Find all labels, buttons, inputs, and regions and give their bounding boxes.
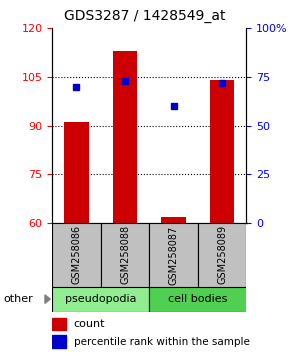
Bar xyxy=(113,51,137,223)
Bar xyxy=(149,287,246,312)
Bar xyxy=(52,223,101,287)
Text: GSM258088: GSM258088 xyxy=(120,225,130,285)
Text: percentile rank within the sample: percentile rank within the sample xyxy=(74,337,249,347)
Text: cell bodies: cell bodies xyxy=(168,294,228,304)
Text: GSM258086: GSM258086 xyxy=(72,225,81,285)
Text: GDS3287 / 1428549_at: GDS3287 / 1428549_at xyxy=(64,9,226,23)
Bar xyxy=(52,287,149,312)
Text: GSM258089: GSM258089 xyxy=(217,225,227,285)
Bar xyxy=(198,223,246,287)
Text: pseudopodia: pseudopodia xyxy=(65,294,137,304)
Bar xyxy=(210,80,234,223)
Text: count: count xyxy=(74,319,105,329)
Bar xyxy=(149,223,198,287)
Text: GSM258087: GSM258087 xyxy=(169,225,179,285)
Bar xyxy=(101,223,149,287)
Bar xyxy=(162,217,186,223)
Bar xyxy=(52,318,66,330)
Polygon shape xyxy=(45,295,50,303)
Bar xyxy=(64,122,89,223)
Text: other: other xyxy=(3,294,33,304)
Bar xyxy=(52,335,66,348)
